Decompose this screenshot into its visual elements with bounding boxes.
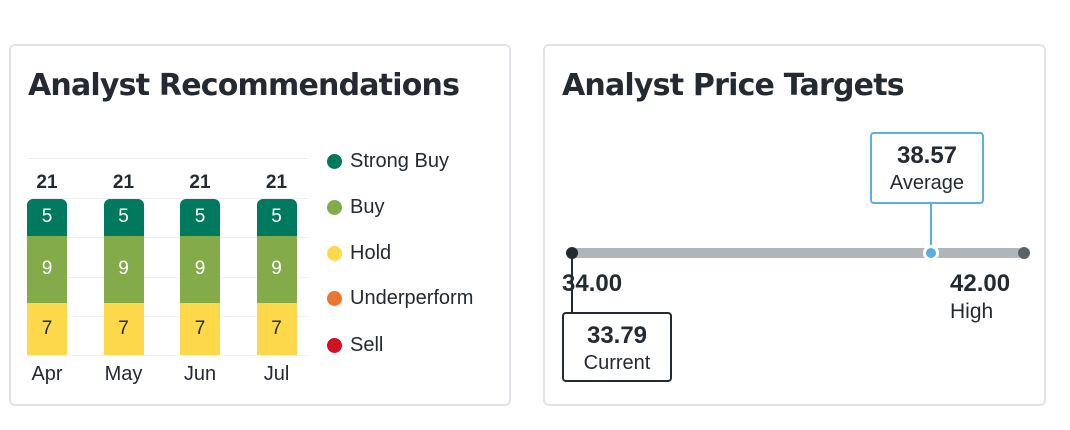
bar-segment-hold: 7 [103, 302, 144, 355]
legend-label-underperform: Underperform [350, 287, 474, 309]
legend-dot-strong-buy [327, 154, 342, 169]
bar-may: 7 9 5 21 May [103, 46, 144, 406]
gridline [27, 355, 309, 356]
bar-total-label: 21 [112, 171, 135, 193]
legend-label-sell: Sell [350, 334, 384, 356]
price-targets-title: Analyst Price Targets [562, 68, 905, 103]
legend-dot-buy [327, 200, 342, 215]
high-marker [1018, 247, 1030, 259]
legend-dot-hold [327, 246, 342, 261]
legend-label-buy: Buy [350, 196, 385, 218]
gridline [27, 316, 309, 317]
legend-label-strong-buy: Strong Buy [350, 150, 449, 172]
average-marker [923, 245, 939, 261]
recommendations-title: Analyst Recommendations [28, 68, 460, 103]
gridline [27, 158, 309, 159]
current-price-label: Current [583, 352, 651, 374]
average-connector [930, 204, 932, 248]
bar-segment-buy: 9 [27, 235, 67, 303]
bar-segment-strong-buy: 5 [27, 198, 67, 236]
bar-jul: 7 9 5 21 Jul [256, 46, 297, 406]
analyst-recommendations-card: Analyst Recommendations 7 9 5 21 Apr 7 9 5 21 May… [9, 44, 511, 406]
bar-segment-hold: 7 [180, 302, 220, 355]
legend-dot-sell [327, 338, 342, 353]
current-price-box: 33.79 Current [562, 312, 672, 382]
bar-segment-buy: 9 [180, 235, 220, 303]
bar-category-label: May [104, 363, 143, 385]
bar-segment-hold: 7 [256, 302, 297, 355]
gridline [27, 198, 309, 199]
bar-apr: 7 9 5 21 Apr [27, 46, 67, 406]
bar-jun: 7 9 5 21 Jun [180, 46, 220, 406]
bar-segment-buy: 9 [103, 235, 144, 303]
legend-dot-underperform [327, 291, 342, 306]
bar-segment-strong-buy: 5 [180, 198, 220, 236]
bar-segment-hold: 7 [27, 302, 67, 355]
bar-total-label: 21 [265, 171, 288, 193]
legend-label-hold: Hold [350, 242, 392, 264]
low-marker [566, 247, 578, 259]
current-connector [571, 258, 573, 312]
bar-total-label: 21 [36, 171, 58, 193]
average-target-box: 38.57 Average [870, 132, 984, 204]
high-target-value: 42.00 [950, 270, 1011, 297]
bar-segment-buy: 9 [256, 235, 297, 303]
high-target-label: High [950, 300, 994, 323]
bar-segment-strong-buy: 5 [256, 198, 297, 236]
current-price-value: 33.79 [586, 322, 648, 349]
bar-category-label: Jun [183, 363, 217, 385]
bar-total-label: 21 [189, 171, 211, 193]
average-target-label: Average [889, 172, 965, 194]
gridline [27, 237, 309, 238]
bar-category-label: Apr [31, 363, 63, 385]
bar-segment-strong-buy: 5 [103, 198, 144, 236]
gridline [27, 277, 309, 278]
recommendations-chart: 7 9 5 21 Apr 7 9 5 21 May 7 9 5 21 Jun 7 9 5 21 Jul [11, 46, 341, 406]
average-target-value: 38.57 [896, 142, 958, 169]
analyst-price-targets-card: Analyst Price Targets 38.57 Average 34.0… [543, 44, 1046, 406]
price-range-track [571, 248, 1023, 258]
bar-category-label: Jul [263, 363, 290, 385]
